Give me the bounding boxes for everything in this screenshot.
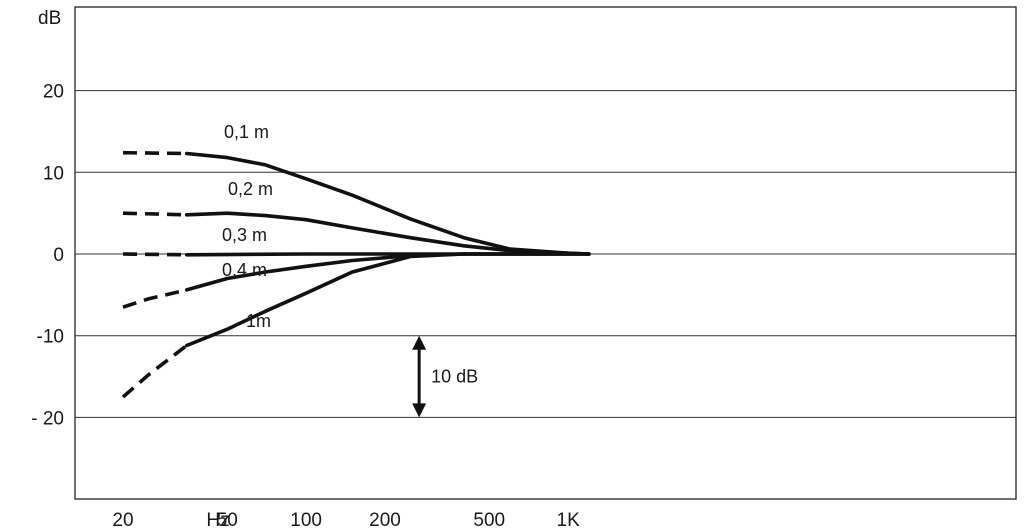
x-tick-label: 100 (290, 510, 322, 529)
curve-label: 1m (246, 311, 271, 331)
x-tick-label: 200 (369, 510, 401, 529)
curve-dashed-2 (122, 252, 187, 257)
scale-bar: 10 dB (412, 335, 478, 418)
scale-bar-label: 10 dB (431, 367, 478, 387)
curve-labels: 0,1 m 0,2 m 0,3 m 0,4 m 1m (222, 122, 273, 331)
curve-dashed-0 (122, 150, 187, 156)
y-tick-label: 10 (43, 163, 64, 184)
x-axis-unit-label: Hz (206, 510, 229, 529)
curve-dashed-1 (122, 211, 187, 217)
y-tick-label: -10 (37, 327, 64, 348)
x-tick-label: 1K (557, 510, 581, 529)
x-tick-label: 50 (217, 510, 238, 529)
curve-label: 0,2 m (228, 179, 273, 199)
curve-label: 0,4 m (222, 260, 267, 280)
curve-dashed-4 (121, 344, 188, 399)
x-tick-label: 20 (112, 510, 133, 529)
curve-solid-4 (184, 252, 591, 348)
x-tick-label: 500 (473, 510, 505, 529)
curve-dashed-3 (122, 288, 188, 309)
curve-solid-1 (184, 211, 591, 256)
scale-bar-arrow-down (412, 403, 427, 418)
curve-label: 0,3 m (222, 225, 267, 245)
y-axis-label: dB (38, 8, 61, 29)
curve-label: 0,1 m (224, 122, 269, 142)
scale-bar-arrow-up (412, 335, 427, 350)
y-tick-label: - 20 (31, 408, 64, 429)
response-curves (121, 150, 591, 399)
y-tick-label: 20 (43, 82, 64, 103)
y-tick-label: 0 (53, 245, 64, 266)
plot-frame (74, 6, 1017, 500)
